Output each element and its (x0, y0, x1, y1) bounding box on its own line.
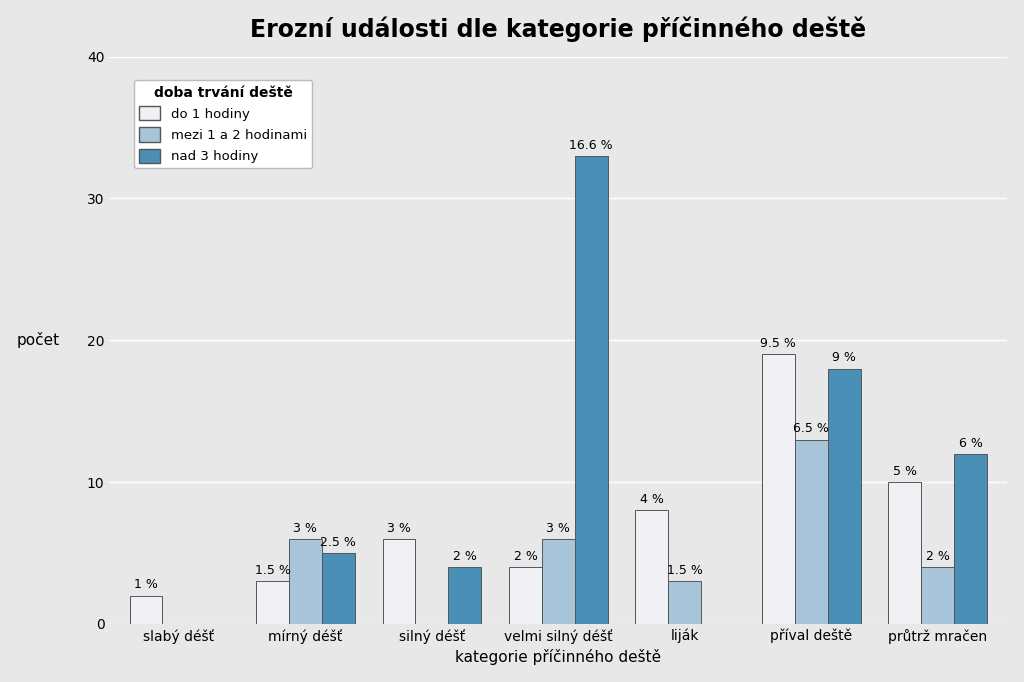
Text: 9.5 %: 9.5 % (761, 337, 797, 351)
X-axis label: kategorie příčinného deště: kategorie příčinného deště (456, 649, 662, 666)
Bar (256, 582, 289, 624)
Bar (669, 582, 701, 624)
Bar (289, 539, 322, 624)
Text: 3 %: 3 % (547, 522, 570, 535)
Text: 1.5 %: 1.5 % (667, 564, 702, 577)
Text: 2 %: 2 % (453, 550, 477, 563)
Bar (795, 440, 827, 624)
Text: 2 %: 2 % (926, 550, 949, 563)
Bar (509, 567, 542, 624)
Text: 2.5 %: 2.5 % (321, 536, 356, 549)
Bar (922, 567, 954, 624)
Bar (542, 539, 574, 624)
Bar (762, 355, 795, 624)
Text: 3 %: 3 % (387, 522, 411, 535)
Text: 3 %: 3 % (294, 522, 317, 535)
Text: 6 %: 6 % (958, 436, 983, 449)
Text: 4 %: 4 % (640, 493, 664, 506)
Text: 2 %: 2 % (513, 550, 538, 563)
Text: 5 %: 5 % (893, 465, 916, 478)
Bar (889, 482, 922, 624)
Bar (322, 553, 354, 624)
Bar (449, 567, 481, 624)
Text: 16.6 %: 16.6 % (569, 138, 613, 151)
Bar (636, 511, 669, 624)
Bar (383, 539, 416, 624)
Text: 6.5 %: 6.5 % (794, 422, 829, 435)
Text: 1.5 %: 1.5 % (255, 564, 291, 577)
Title: Erozní události dle kategorie příčinného deště: Erozní události dle kategorie příčinného… (250, 16, 866, 42)
Bar (827, 369, 860, 624)
Bar (574, 156, 607, 624)
Y-axis label: počet: počet (16, 332, 59, 349)
Text: 9 %: 9 % (833, 351, 856, 364)
Legend: do 1 hodiny, mezi 1 a 2 hodinami, nad 3 hodiny: do 1 hodiny, mezi 1 a 2 hodinami, nad 3 … (134, 80, 312, 168)
Bar (954, 454, 987, 624)
Bar (130, 595, 163, 624)
Text: 1 %: 1 % (134, 578, 158, 591)
